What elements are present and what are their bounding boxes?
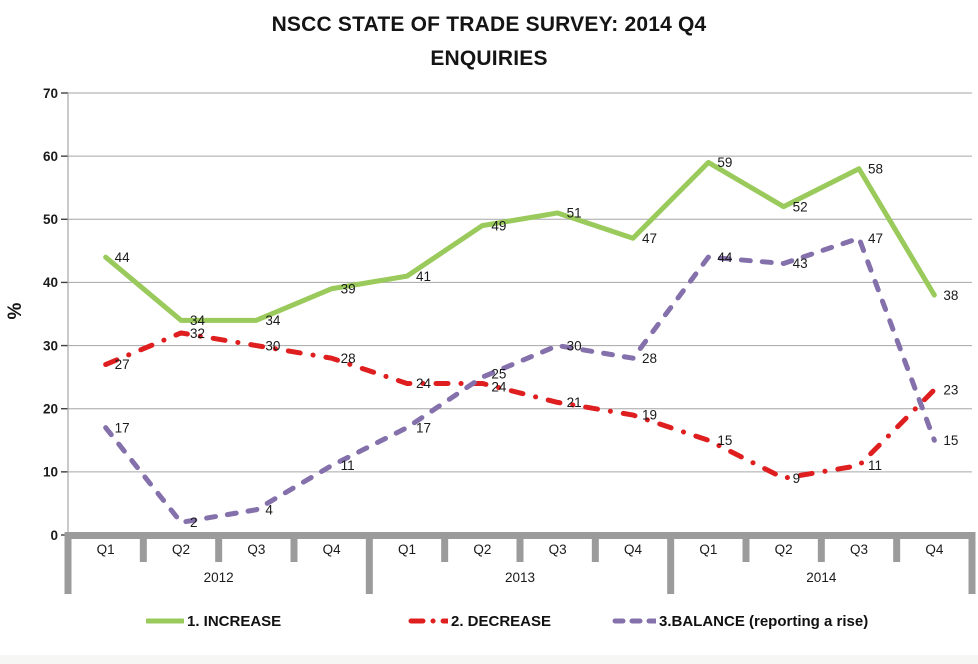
data-label: 58 <box>868 161 883 176</box>
series-line-0 <box>103 159 937 323</box>
quarter-label: Q4 <box>925 542 944 557</box>
year-separator <box>365 532 373 594</box>
data-label: 34 <box>265 313 281 328</box>
legend: 1. INCREASE 2. DECREASE 3.BALANCE (repor… <box>0 605 978 637</box>
data-label: 51 <box>567 206 582 221</box>
quarter-separator <box>290 532 298 562</box>
quarter-label: Q3 <box>549 542 567 557</box>
y-tick-label: 40 <box>43 275 58 290</box>
legend-item-balance: 3.BALANCE (reporting a rise) <box>612 605 868 637</box>
legend-label-balance: 3.BALANCE (reporting a rise) <box>659 612 869 630</box>
quarter-separator <box>591 532 599 562</box>
data-label: 11 <box>341 458 355 473</box>
quarter-label: Q2 <box>172 542 190 557</box>
data-label: 44 <box>115 250 131 265</box>
year-separator <box>64 532 72 594</box>
quarter-label: Q1 <box>398 542 416 557</box>
data-label: 25 <box>491 367 506 382</box>
quarter-separator <box>817 532 825 562</box>
data-label: 39 <box>341 281 356 296</box>
data-label: 27 <box>115 357 130 372</box>
data-label: 47 <box>642 231 657 246</box>
legend-label-increase: 1. INCREASE <box>187 612 282 630</box>
quarter-label: Q4 <box>624 542 643 557</box>
data-label: 30 <box>567 338 582 353</box>
y-tick-label: 50 <box>43 212 58 227</box>
quarter-separator <box>139 532 147 562</box>
data-label: 28 <box>642 351 657 366</box>
data-label: 24 <box>491 380 507 395</box>
quarter-label: Q3 <box>850 542 868 557</box>
y-tick-label: 70 <box>43 86 58 101</box>
data-label: 4 <box>265 502 273 517</box>
data-label: 30 <box>265 338 280 353</box>
data-label: 49 <box>491 218 506 233</box>
data-label: 15 <box>943 433 958 448</box>
y-tick-label: 60 <box>43 149 58 164</box>
year-label: 2012 <box>204 570 234 585</box>
data-label: 11 <box>868 458 882 473</box>
y-tick-label: 10 <box>43 465 58 480</box>
data-label: 38 <box>943 288 958 303</box>
data-label: 23 <box>943 382 958 397</box>
legend-item-increase: 1. INCREASE <box>146 605 281 637</box>
data-label: 2 <box>190 515 198 530</box>
chart-subtitle: ENQUIRIES <box>430 47 548 70</box>
data-label: 17 <box>416 420 431 435</box>
legend-swatch-balance-icon <box>612 618 656 624</box>
data-label: 59 <box>717 155 732 170</box>
year-label: 2013 <box>505 570 535 585</box>
legend-swatch-decrease-icon <box>408 618 448 624</box>
y-tick-label: 30 <box>43 338 58 353</box>
chart-title: NSCC STATE OF TRADE SURVEY: 2014 Q4 <box>271 13 707 36</box>
quarter-separator <box>516 532 524 562</box>
data-label: 47 <box>868 231 883 246</box>
data-label: 34 <box>190 313 206 328</box>
quarter-label: Q2 <box>473 542 491 557</box>
year-separator <box>968 532 976 594</box>
data-label: 43 <box>793 256 808 271</box>
quarter-label: Q2 <box>775 542 793 557</box>
data-label: 19 <box>642 408 657 423</box>
quarter-separator <box>215 532 223 562</box>
data-label: 9 <box>793 471 801 486</box>
y-tick-label: 20 <box>43 402 58 417</box>
quarter-label: Q4 <box>323 542 342 557</box>
quarter-label: Q1 <box>699 542 717 557</box>
data-label: 41 <box>416 269 431 284</box>
series-line-2 <box>103 235 937 525</box>
series-line-1 <box>103 330 937 481</box>
y-tick-label: 0 <box>50 528 58 543</box>
data-label: 21 <box>567 395 582 410</box>
page-bottom-band <box>0 655 978 664</box>
quarter-label: Q1 <box>97 542 115 557</box>
quarter-label: Q3 <box>247 542 265 557</box>
quarter-separator <box>742 532 750 562</box>
legend-item-decrease: 2. DECREASE <box>408 605 551 637</box>
quarter-separator <box>893 532 901 562</box>
quarter-separator <box>441 532 449 562</box>
data-label: 15 <box>717 433 732 448</box>
data-label: 24 <box>416 376 432 391</box>
year-separator <box>667 532 675 594</box>
data-label: 28 <box>341 351 356 366</box>
data-label: 17 <box>115 420 130 435</box>
data-label: 32 <box>190 326 205 341</box>
legend-swatch-increase-icon <box>146 618 184 624</box>
data-label: 52 <box>793 199 808 214</box>
data-label: 44 <box>717 250 733 265</box>
legend-label-decrease: 2. DECREASE <box>451 612 552 630</box>
year-label: 2014 <box>806 570 837 585</box>
